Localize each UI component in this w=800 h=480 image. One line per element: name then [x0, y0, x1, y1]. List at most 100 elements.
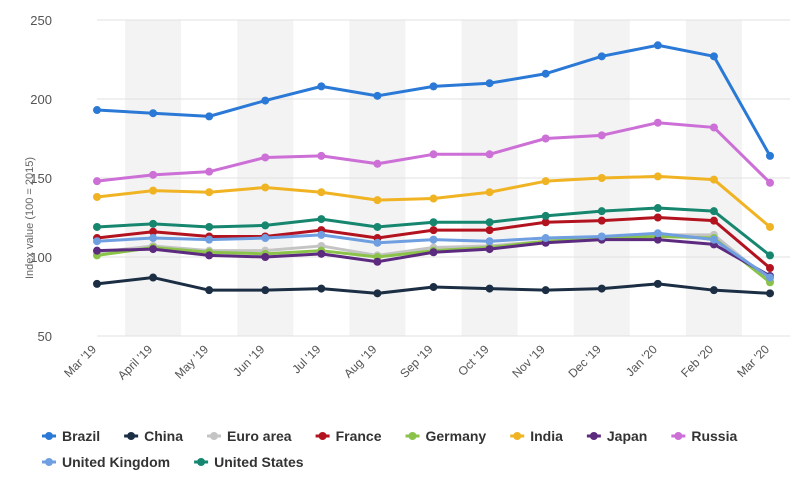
data-point-china[interactable]	[597, 284, 606, 293]
data-point-china[interactable]	[373, 289, 382, 298]
data-point-united-states[interactable]	[597, 207, 606, 216]
data-point-china[interactable]	[149, 273, 158, 282]
data-point-france[interactable]	[541, 218, 550, 227]
data-point-united-kingdom[interactable]	[149, 234, 158, 243]
data-point-united-states[interactable]	[205, 222, 214, 231]
data-point-russia[interactable]	[485, 150, 494, 159]
data-point-japan[interactable]	[485, 245, 494, 254]
data-point-china[interactable]	[766, 289, 774, 298]
data-point-brazil[interactable]	[653, 41, 662, 50]
data-point-russia[interactable]	[541, 134, 550, 143]
data-point-united-kingdom[interactable]	[597, 232, 606, 241]
data-point-france[interactable]	[429, 226, 438, 235]
data-point-russia[interactable]	[766, 178, 774, 187]
data-point-japan[interactable]	[317, 249, 326, 258]
data-point-india[interactable]	[653, 172, 662, 181]
data-point-united-states[interactable]	[373, 222, 382, 231]
data-point-russia[interactable]	[149, 170, 158, 179]
data-point-china[interactable]	[429, 283, 438, 292]
data-point-united-kingdom[interactable]	[541, 234, 550, 243]
data-point-united-kingdom[interactable]	[653, 229, 662, 238]
data-point-brazil[interactable]	[317, 82, 326, 91]
data-point-united-kingdom[interactable]	[429, 235, 438, 244]
data-point-china[interactable]	[709, 286, 718, 295]
data-point-russia[interactable]	[205, 167, 214, 176]
data-point-india[interactable]	[429, 194, 438, 203]
data-point-brazil[interactable]	[597, 52, 606, 61]
data-point-brazil[interactable]	[373, 91, 382, 100]
data-point-united-kingdom[interactable]	[205, 235, 214, 244]
data-point-japan[interactable]	[149, 245, 158, 254]
data-point-united-states[interactable]	[93, 222, 101, 231]
data-point-china[interactable]	[317, 284, 326, 293]
data-point-united-states[interactable]	[429, 218, 438, 227]
legend-item-brazil[interactable]: Brazil	[42, 428, 100, 444]
data-point-united-states[interactable]	[261, 221, 270, 230]
data-point-india[interactable]	[317, 188, 326, 197]
data-point-india[interactable]	[93, 192, 101, 201]
legend-item-china[interactable]: China	[124, 428, 183, 444]
data-point-france[interactable]	[653, 213, 662, 222]
data-point-russia[interactable]	[261, 153, 270, 162]
data-point-india[interactable]	[709, 175, 718, 184]
data-point-united-states[interactable]	[485, 218, 494, 227]
data-point-india[interactable]	[205, 188, 214, 197]
data-point-india[interactable]	[373, 196, 382, 205]
data-point-brazil[interactable]	[93, 106, 101, 115]
data-point-brazil[interactable]	[485, 79, 494, 88]
data-point-united-kingdom[interactable]	[485, 237, 494, 246]
data-point-united-states[interactable]	[317, 215, 326, 224]
data-point-japan[interactable]	[93, 246, 101, 255]
data-point-united-kingdom[interactable]	[373, 238, 382, 247]
data-point-china[interactable]	[485, 284, 494, 293]
legend-item-russia[interactable]: Russia	[671, 428, 737, 444]
data-point-france[interactable]	[149, 227, 158, 236]
data-point-brazil[interactable]	[261, 96, 270, 105]
data-point-russia[interactable]	[653, 118, 662, 127]
data-point-united-kingdom[interactable]	[317, 230, 326, 239]
data-point-japan[interactable]	[261, 253, 270, 261]
data-point-brazil[interactable]	[766, 151, 774, 160]
data-point-united-kingdom[interactable]	[709, 235, 718, 244]
data-point-russia[interactable]	[429, 150, 438, 159]
legend-item-united-states[interactable]: United States	[194, 454, 304, 470]
data-point-france[interactable]	[597, 216, 606, 225]
data-point-japan[interactable]	[205, 251, 214, 260]
data-point-united-kingdom[interactable]	[766, 273, 774, 282]
legend-item-india[interactable]: India	[510, 428, 563, 444]
data-point-france[interactable]	[709, 216, 718, 225]
legend-item-japan[interactable]: Japan	[586, 428, 647, 444]
data-point-india[interactable]	[597, 174, 606, 182]
data-point-united-states[interactable]	[709, 207, 718, 216]
data-point-china[interactable]	[205, 286, 214, 295]
data-point-france[interactable]	[485, 226, 494, 235]
data-point-united-states[interactable]	[149, 219, 158, 228]
data-point-brazil[interactable]	[149, 109, 158, 118]
legend-item-germany[interactable]: Germany	[405, 428, 487, 444]
data-point-japan[interactable]	[429, 248, 438, 257]
data-point-china[interactable]	[261, 286, 270, 295]
data-point-india[interactable]	[541, 177, 550, 186]
data-point-united-states[interactable]	[541, 211, 550, 220]
data-point-brazil[interactable]	[709, 52, 718, 61]
legend-item-france[interactable]: France	[315, 428, 382, 444]
data-point-united-kingdom[interactable]	[261, 234, 270, 243]
data-point-united-kingdom[interactable]	[93, 237, 101, 246]
data-point-russia[interactable]	[597, 131, 606, 140]
data-point-russia[interactable]	[709, 123, 718, 132]
data-point-russia[interactable]	[93, 177, 101, 186]
data-point-brazil[interactable]	[205, 112, 214, 121]
data-point-united-states[interactable]	[766, 251, 774, 260]
data-point-india[interactable]	[485, 188, 494, 197]
data-point-india[interactable]	[261, 183, 270, 192]
data-point-china[interactable]	[541, 286, 550, 295]
data-point-japan[interactable]	[653, 235, 662, 244]
legend-item-united-kingdom[interactable]: United Kingdom	[42, 454, 170, 470]
data-point-india[interactable]	[149, 186, 158, 195]
data-point-russia[interactable]	[373, 159, 382, 168]
data-point-france[interactable]	[766, 264, 774, 273]
data-point-united-states[interactable]	[653, 204, 662, 213]
data-point-india[interactable]	[766, 222, 774, 231]
data-point-china[interactable]	[93, 279, 101, 288]
data-point-japan[interactable]	[373, 257, 382, 266]
